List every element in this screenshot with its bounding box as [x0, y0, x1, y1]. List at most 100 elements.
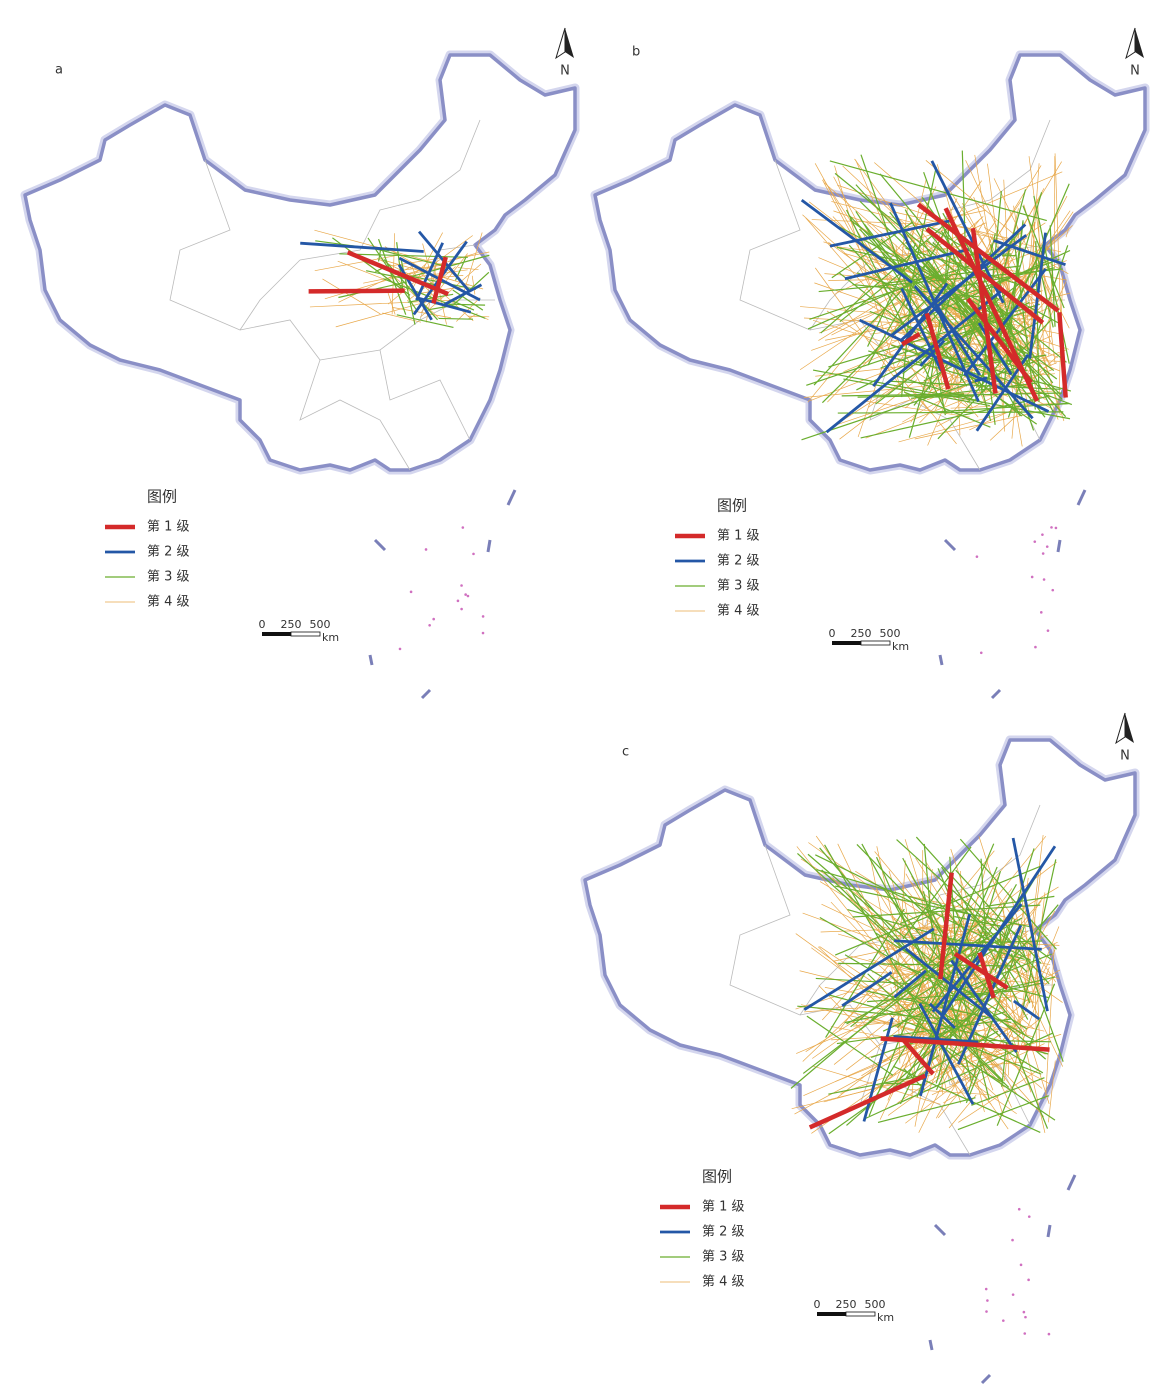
legend: 图例第 1 级第 2 级第 3 级第 4 级 — [675, 497, 760, 619]
island — [461, 526, 465, 529]
island — [460, 584, 463, 587]
flow-line — [821, 274, 952, 404]
flow-line — [1036, 281, 1067, 346]
north-arrow-left — [1115, 712, 1126, 745]
flow-line — [902, 262, 1058, 380]
province-boundary — [379, 349, 471, 441]
flow-line — [876, 846, 902, 959]
north-label: N — [1120, 749, 1130, 764]
island — [1027, 1278, 1030, 1282]
island — [986, 1299, 989, 1302]
flow-line — [843, 378, 990, 407]
flow-line — [919, 348, 1072, 392]
flow-line — [1023, 926, 1060, 1016]
sea-boundary — [1056, 539, 1062, 553]
flow-line — [811, 947, 910, 1021]
island — [1051, 588, 1055, 592]
island — [1034, 645, 1037, 649]
scale-white — [845, 1311, 876, 1317]
flow-line — [932, 300, 982, 376]
flow-line — [803, 1005, 1008, 1097]
island — [1023, 1332, 1027, 1335]
flow-line — [981, 191, 1002, 393]
legend-label: 第 3 级 — [147, 570, 190, 585]
island — [1047, 1332, 1051, 1336]
flow-line — [893, 374, 983, 404]
flow-line — [844, 248, 969, 281]
flow-line — [909, 895, 1021, 921]
flow-line — [808, 1073, 927, 1130]
flow-line — [449, 299, 475, 311]
island — [472, 552, 475, 556]
island — [1041, 533, 1044, 536]
flow-line — [877, 1097, 976, 1124]
flow-line — [894, 939, 1042, 951]
legend-label: 第 3 级 — [717, 579, 760, 594]
flow-line — [800, 199, 913, 284]
flow-line — [346, 250, 450, 297]
sea-boundary — [420, 688, 432, 700]
flow-line — [893, 1035, 979, 1044]
island — [975, 555, 979, 558]
legend-label: 第 4 级 — [147, 595, 190, 610]
flow-line — [834, 912, 938, 956]
flow-line — [918, 1002, 975, 1105]
flow-line — [335, 297, 443, 328]
scale-black — [832, 641, 861, 645]
flow-line — [419, 263, 482, 318]
flow-line — [898, 406, 1026, 443]
flow-line — [888, 870, 962, 1104]
flow-line — [367, 237, 419, 313]
flow-line — [822, 179, 906, 336]
flow-line — [950, 959, 1018, 1053]
island — [460, 607, 463, 611]
sea-boundary — [933, 1223, 947, 1237]
flow-line — [396, 314, 454, 329]
island — [979, 651, 983, 655]
province-boundary — [169, 159, 301, 331]
flow-line — [418, 285, 469, 294]
island — [398, 647, 402, 651]
flow-line — [938, 872, 954, 980]
legend-label: 第 1 级 — [717, 529, 760, 544]
island — [1033, 540, 1037, 543]
sea-boundary — [990, 688, 1002, 700]
north-arrow-right — [565, 28, 574, 58]
flow-line — [902, 846, 972, 940]
flow-line — [834, 172, 1067, 363]
flow-line — [432, 263, 447, 325]
island — [984, 1287, 988, 1291]
flow-line — [1033, 195, 1070, 364]
province-boundary — [869, 119, 1051, 261]
flow-line — [1035, 252, 1054, 328]
scale-tick: 0 — [814, 1298, 821, 1311]
scale-tick: 250 — [851, 627, 872, 640]
sea-boundary — [1076, 489, 1087, 506]
flow-line — [815, 977, 911, 985]
flow-line — [918, 1014, 961, 1060]
flow-line — [847, 908, 1025, 960]
flow-line — [929, 402, 1070, 413]
flow-line — [916, 395, 975, 399]
flow-line — [841, 393, 964, 397]
island — [1054, 526, 1058, 530]
island — [481, 615, 485, 618]
flow-line — [1011, 837, 1049, 1012]
flow-line — [924, 312, 951, 390]
legend-label: 第 1 级 — [147, 520, 190, 535]
flow-line — [984, 251, 1052, 367]
flow-line — [931, 903, 1023, 1013]
flow-line — [1008, 982, 1020, 1048]
flow-line — [795, 933, 991, 1075]
flow-line — [820, 221, 948, 334]
flow-line — [471, 275, 476, 295]
flow-line — [1016, 933, 1064, 1062]
island — [1011, 1238, 1014, 1242]
flow-line — [818, 246, 1049, 334]
flow-line — [300, 241, 424, 253]
flow-line — [314, 255, 397, 272]
flow-line — [422, 243, 436, 290]
flow-line — [897, 936, 1060, 946]
